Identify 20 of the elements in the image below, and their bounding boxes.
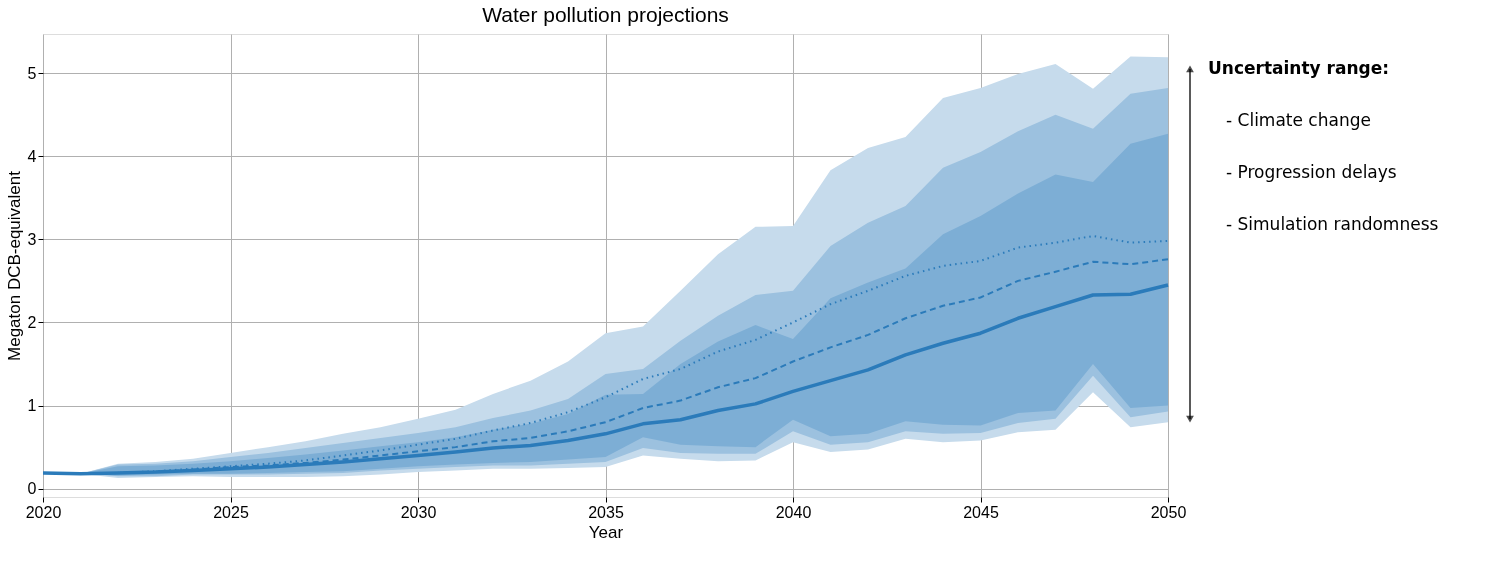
x-tick-label: 2020 bbox=[25, 503, 62, 521]
x-tick-label: 2045 bbox=[963, 503, 999, 521]
y-tick-label: 3 bbox=[27, 230, 37, 248]
x-tick-label: 2050 bbox=[1150, 503, 1187, 521]
x-tick-label: 2025 bbox=[213, 503, 249, 521]
text: - Climate change bbox=[1226, 110, 1371, 130]
y-tick-label: 0 bbox=[27, 480, 37, 498]
y-axis-title: Megaton DCB-equivalent bbox=[4, 170, 24, 361]
y-tick-label: 4 bbox=[27, 147, 37, 165]
y-tick-label: 1 bbox=[27, 397, 37, 415]
x-tick-label: 2040 bbox=[775, 503, 812, 521]
text: - Simulation randomness bbox=[1226, 214, 1439, 234]
y-tick-label: 2 bbox=[27, 313, 37, 331]
y-tick-label: 5 bbox=[27, 64, 37, 82]
text: Uncertainty range: bbox=[1208, 58, 1390, 78]
x-tick-label: 2035 bbox=[588, 503, 624, 521]
text: - Progression delays bbox=[1226, 162, 1397, 182]
x-axis-title: Year bbox=[588, 522, 624, 542]
x-tick-label: 2030 bbox=[400, 503, 437, 521]
chart-title: Water pollution projections bbox=[482, 3, 729, 26]
